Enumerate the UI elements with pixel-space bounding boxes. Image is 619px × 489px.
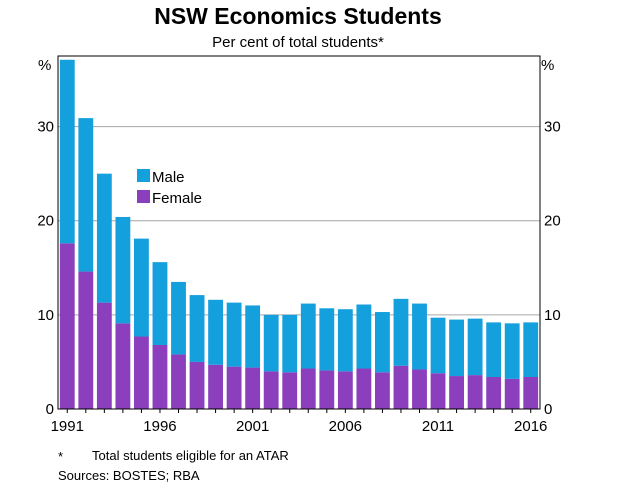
sources-note: Sources: BOSTES; RBA <box>58 468 200 483</box>
bar-female <box>152 344 168 409</box>
bar-male <box>430 317 446 374</box>
bar-male <box>393 298 409 366</box>
bar-female <box>282 372 298 409</box>
x-tick-label: 1991 <box>51 418 84 435</box>
bar-male <box>319 308 335 371</box>
y-tick-label-left: 30 <box>37 119 54 136</box>
bar-female <box>96 302 112 409</box>
bars <box>59 59 539 409</box>
bar-male <box>245 305 261 368</box>
chart-subtitle: Per cent of total students* <box>212 34 384 51</box>
bar-male <box>375 312 390 373</box>
bar-male <box>134 238 149 337</box>
legend-swatch-female <box>137 190 150 203</box>
bar-male <box>282 314 298 373</box>
bar-female <box>78 271 94 409</box>
bar-male <box>189 295 205 362</box>
bar-female <box>393 365 409 409</box>
bar-female <box>430 373 446 409</box>
bar-male <box>171 281 186 355</box>
bar-female <box>356 368 372 409</box>
ticks: 0 0 10 10 20 20 30 30 1991 1996 2001 2006 2011 2016 <box>37 119 560 435</box>
bar-female <box>412 369 427 409</box>
bar-male <box>504 323 520 379</box>
bar-male <box>96 173 112 303</box>
bar-male <box>337 309 353 372</box>
bar-male <box>486 322 502 377</box>
bar-male <box>449 319 464 377</box>
legend-label-female: Female <box>152 190 202 207</box>
bar-male <box>226 302 242 367</box>
bar-female <box>226 366 242 409</box>
bar-female <box>375 372 390 409</box>
bar-female <box>134 336 149 409</box>
x-tick-label: 2001 <box>236 418 269 435</box>
y-tick-label-left: 10 <box>37 307 54 324</box>
bar-male <box>356 304 372 369</box>
plot-frame <box>57 55 541 410</box>
y-tick-label-right: 30 <box>544 119 561 136</box>
y-tick-label-right: 20 <box>544 213 561 230</box>
bar-male <box>59 59 75 244</box>
bar-female <box>300 368 316 409</box>
bar-female <box>59 243 75 409</box>
bar-female <box>467 375 483 409</box>
y-unit-left: % <box>38 57 51 74</box>
bar-female <box>263 371 279 409</box>
bar-female <box>171 354 186 409</box>
bar-male <box>78 118 94 272</box>
bar-female <box>189 361 205 409</box>
bar-female <box>504 378 520 409</box>
bar-female <box>486 376 502 409</box>
x-tick-label: 2016 <box>514 418 547 435</box>
x-tick-label: 2011 <box>422 418 454 435</box>
y-tick-label-right: 0 <box>544 401 552 418</box>
bar-male <box>263 314 279 372</box>
bar-male <box>523 322 539 377</box>
bar-female <box>208 364 223 409</box>
x-tick-label: 1996 <box>143 418 176 435</box>
y-tick-label-left: 20 <box>37 213 54 230</box>
bar-male <box>467 318 483 376</box>
footnote-text: Total students eligible for an ATAR <box>92 448 289 463</box>
bar-male <box>412 303 427 370</box>
bar-male <box>300 303 316 369</box>
y-tick-label-left: 0 <box>46 401 54 418</box>
chart-title: NSW Economics Students <box>154 3 442 29</box>
bar-female <box>319 370 335 409</box>
footnote-marker: * <box>58 449 63 464</box>
legend-label-male: Male <box>152 169 185 186</box>
bar-female <box>523 376 539 409</box>
legend: Male Female <box>137 169 202 207</box>
x-tick-label: 2006 <box>329 418 362 435</box>
bar-male <box>152 262 168 345</box>
bar-female <box>337 371 353 409</box>
legend-swatch-male <box>137 169 150 182</box>
bar-female <box>449 376 464 409</box>
y-tick-label-right: 10 <box>544 307 561 324</box>
bar-female <box>115 323 131 409</box>
bar-male <box>208 299 223 365</box>
bar-male <box>115 216 131 324</box>
y-unit-right: % <box>541 57 554 74</box>
bar-female <box>245 367 261 409</box>
